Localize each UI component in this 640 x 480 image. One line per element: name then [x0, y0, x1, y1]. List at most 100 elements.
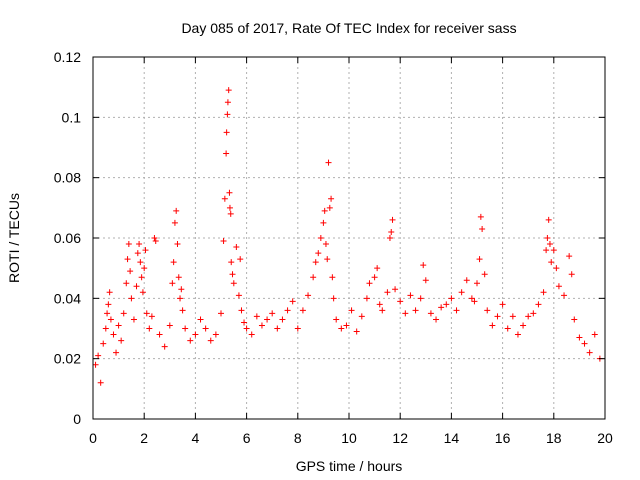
x-tick-label: 16 [495, 430, 511, 446]
roti-point [481, 271, 488, 278]
roti-point [343, 322, 350, 329]
roti-point [161, 343, 168, 350]
roti-point [520, 322, 527, 329]
roti-point [102, 325, 109, 332]
roti-point [458, 289, 465, 296]
roti-point [289, 298, 296, 305]
roti-point [540, 289, 547, 296]
roti-point [388, 228, 395, 235]
y-tick-label: 0.06 [54, 230, 81, 246]
roti-point [312, 259, 319, 266]
roti-point [243, 325, 250, 332]
roti-point [358, 313, 365, 320]
roti-point [376, 301, 383, 308]
roti-point [105, 301, 112, 308]
roti-point [152, 238, 159, 245]
roti-point [576, 334, 583, 341]
roti-point [353, 328, 360, 335]
roti-point [233, 244, 240, 251]
roti-point [561, 292, 568, 299]
roti-point [324, 256, 331, 263]
roti-point [433, 316, 440, 323]
roti-point [479, 225, 486, 232]
roti-point [568, 271, 575, 278]
roti-point [218, 310, 224, 317]
x-tick-label: 8 [294, 430, 302, 446]
roti-point [427, 310, 434, 317]
x-tick-label: 12 [392, 430, 408, 446]
roti-point [530, 310, 537, 317]
roti-point [471, 298, 478, 305]
roti-point [230, 280, 237, 287]
roti-point [274, 325, 281, 332]
roti-point [241, 319, 248, 326]
roti-point [169, 280, 176, 287]
roti-point [238, 307, 245, 314]
roti-point [328, 195, 335, 202]
roti-point [156, 331, 163, 338]
roti-point [591, 331, 598, 338]
roti-point [104, 310, 111, 317]
roti-point [258, 322, 265, 329]
roti-point [227, 210, 234, 217]
y-tick-label: 0.04 [54, 290, 81, 306]
roti-point [443, 301, 450, 308]
roti-point [317, 235, 324, 241]
roti-point [229, 271, 236, 278]
roti-point [128, 295, 135, 302]
roti-point [284, 307, 291, 314]
roti-point [107, 316, 114, 323]
roti-point [581, 340, 588, 347]
roti-point [509, 313, 516, 320]
roti-point [127, 268, 134, 275]
roti-point [348, 307, 355, 314]
roti-point [269, 310, 276, 317]
roti-point [544, 235, 551, 241]
roti-point [137, 259, 144, 266]
roti-point [226, 189, 233, 196]
roti-point [474, 280, 480, 287]
roti-point [170, 259, 177, 266]
roti-point [294, 325, 301, 332]
x-tick-label: 2 [140, 430, 148, 446]
roti-point [476, 256, 483, 263]
roti-point [125, 241, 132, 248]
roti-point [407, 292, 414, 299]
roti-point [543, 247, 550, 254]
roti-point [179, 307, 186, 314]
roti-point [305, 292, 312, 299]
roti-point [110, 331, 117, 338]
roti-point [571, 316, 578, 323]
roti-point [494, 313, 501, 320]
x-tick-labels: 0 2 4 6 8 10 12 14 16 18 20 [89, 430, 613, 446]
roti-point [224, 99, 231, 106]
roti-point [133, 283, 140, 290]
roti-point [248, 331, 255, 338]
roti-point [550, 247, 557, 254]
roti-point [207, 337, 214, 344]
roti-point [178, 286, 185, 293]
x-tick-label: 20 [597, 430, 613, 446]
roti-point [321, 207, 328, 214]
x-tick-label: 18 [546, 430, 562, 446]
roti-point [146, 325, 153, 332]
roti-point [535, 301, 542, 308]
roti-point [136, 241, 143, 248]
roti-point [417, 295, 424, 302]
roti-point [397, 298, 404, 305]
roti-point [223, 129, 230, 136]
roti-point [138, 274, 145, 281]
roti-point [221, 195, 228, 202]
roti-point [389, 216, 396, 223]
roti-point [553, 265, 560, 272]
roti-point [224, 111, 231, 118]
roti-point [438, 304, 445, 311]
roti-point [525, 313, 532, 320]
x-tick-label: 10 [341, 430, 357, 446]
roti-point [299, 307, 306, 314]
y-axis-label: ROTI / TECUs [6, 193, 22, 283]
roti-point [100, 340, 107, 347]
roti-point [320, 219, 327, 226]
roti-point [499, 301, 506, 308]
roti-point [106, 289, 113, 296]
